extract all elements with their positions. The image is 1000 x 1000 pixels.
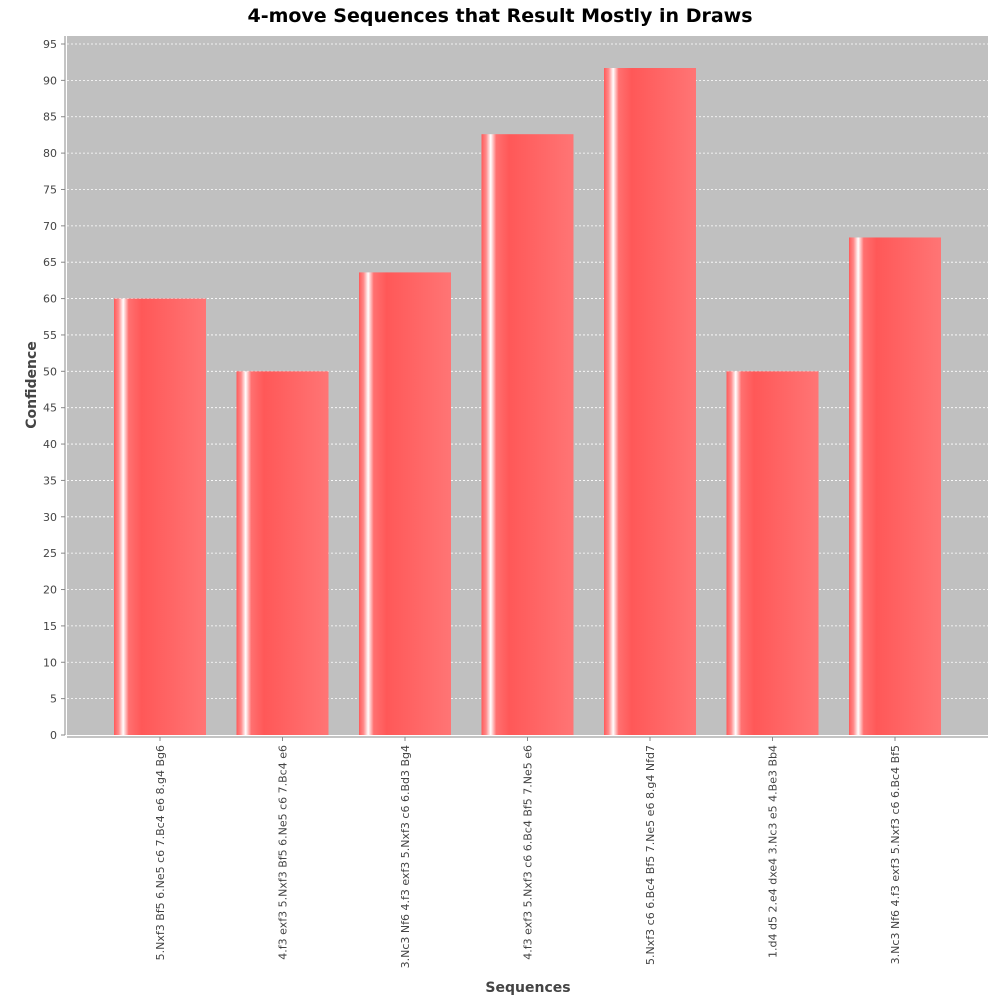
y-tick-label: 95 (43, 38, 57, 51)
bar (114, 298, 206, 735)
y-tick-label: 5 (50, 693, 57, 706)
bar (604, 68, 696, 735)
y-tick-label: 0 (50, 729, 57, 742)
y-tick-label: 65 (43, 256, 57, 269)
y-tick-label: 20 (43, 584, 57, 597)
bar (481, 134, 574, 736)
x-tick-label: 5.Nxf3 c6 6.Bc4 Bf5 7.Ne5 e6 8.g4 Nfd7 (644, 745, 657, 965)
y-tick-label: 50 (43, 365, 57, 378)
bar (236, 371, 329, 735)
y-tick-label: 15 (43, 620, 57, 633)
bar (359, 272, 451, 735)
x-axis-label: Sequences (485, 980, 570, 996)
y-tick-label: 80 (43, 147, 57, 160)
x-tick-label: 1.d4 d5 2.e4 dxe4 3.Nc3 e5 4.Be3 Bb4 (767, 745, 780, 958)
y-tick-label: 60 (43, 293, 57, 306)
x-axis-tick-labels: 5.Nxf3 Bf5 6.Ne5 c6 7.Bc4 e6 8.g4 Bg6 4.f… (154, 737, 902, 968)
x-tick-label: 4.f3 exf3 5.Nxf3 Bf5 6.Ne5 c6 7.Bc4 e6 (277, 745, 290, 960)
y-axis-label: Confidence (24, 341, 40, 429)
y-tick-label: 10 (43, 656, 57, 669)
y-tick-label: 35 (43, 474, 57, 487)
y-tick-label: 90 (43, 74, 57, 87)
y-tick-label: 25 (43, 547, 57, 560)
y-tick-label: 70 (43, 220, 57, 233)
y-tick-label: 55 (43, 329, 57, 342)
y-tick-label: 75 (43, 183, 57, 196)
y-tick-label: 40 (43, 438, 57, 451)
y-tick-label: 85 (43, 111, 57, 124)
bar (726, 371, 819, 735)
bar (849, 237, 941, 736)
y-tick-label: 30 (43, 511, 57, 524)
bars (114, 68, 941, 736)
x-tick-label: 5.Nxf3 Bf5 6.Ne5 c6 7.Bc4 e6 8.g4 Bg6 (154, 745, 167, 960)
y-axis-ticks: 0 5 10 15 20 25 30 35 40 45 50 55 60 65 70 75 80 85 90 95 (43, 38, 65, 742)
y-tick-label: 45 (43, 402, 57, 415)
x-tick-label: 3.Nc3 Nf6 4.f3 exf3 5.Nxf3 c6 6.Bc4 Bf5 (889, 745, 902, 964)
x-tick-label: 3.Nc3 Nf6 4.f3 exf3 5.Nxf3 c6 6.Bd3 Bg4 (399, 745, 412, 968)
x-tick-label: 4.f3 exf3 5.Nxf3 c6 6.Bc4 Bf5 7.Ne5 e6 (522, 745, 535, 960)
chart-title: 4-move Sequences that Result Mostly in D… (247, 5, 752, 27)
